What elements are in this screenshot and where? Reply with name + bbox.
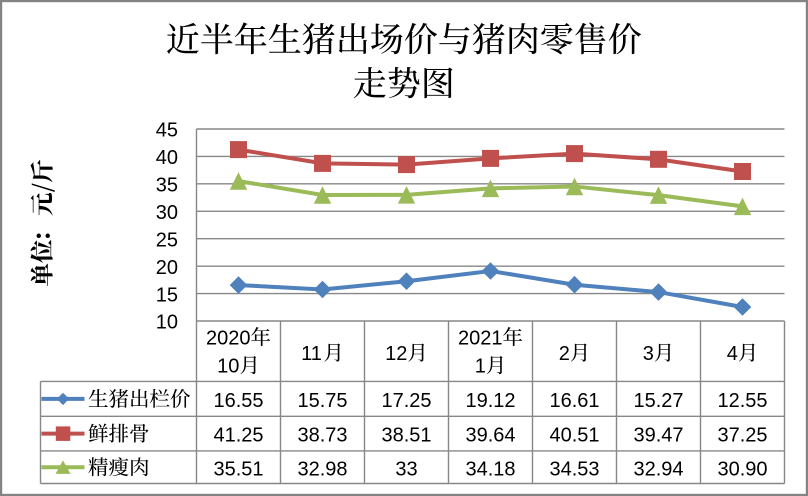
svg-text:2021: 2021 [458, 328, 503, 350]
svg-text:32.94: 32.94 [633, 458, 683, 480]
svg-text:12.55: 12.55 [717, 390, 767, 412]
svg-text:33: 33 [395, 458, 417, 480]
svg-text:30.90: 30.90 [717, 458, 767, 480]
svg-text:45: 45 [156, 120, 178, 142]
svg-text:12: 12 [385, 343, 407, 365]
svg-text:1: 1 [475, 356, 486, 378]
svg-text:30: 30 [156, 202, 178, 224]
svg-text:34.53: 34.53 [549, 458, 599, 480]
svg-text:10: 10 [217, 356, 239, 378]
svg-text:16.61: 16.61 [549, 390, 599, 412]
svg-text:19.12: 19.12 [465, 390, 515, 412]
svg-text:16.55: 16.55 [213, 390, 263, 412]
svg-text:41.25: 41.25 [213, 425, 263, 447]
svg-text:15.27: 15.27 [633, 390, 683, 412]
svg-text:15.75: 15.75 [297, 390, 347, 412]
svg-text:4: 4 [727, 343, 738, 365]
svg-text:2: 2 [559, 343, 570, 365]
svg-text:11: 11 [301, 343, 322, 365]
svg-text:25: 25 [156, 229, 178, 251]
svg-text:32.98: 32.98 [297, 458, 347, 480]
svg-text:37.25: 37.25 [717, 425, 767, 447]
svg-text:35.51: 35.51 [213, 458, 263, 480]
svg-text:20: 20 [156, 257, 178, 279]
svg-text:38.73: 38.73 [297, 425, 347, 447]
svg-text:3: 3 [643, 343, 654, 365]
svg-text:17.25: 17.25 [381, 390, 431, 412]
svg-text:34.18: 34.18 [465, 458, 515, 480]
svg-text:39.47: 39.47 [633, 425, 683, 447]
svg-text:38.51: 38.51 [381, 425, 431, 447]
svg-text:15: 15 [156, 284, 178, 306]
svg-text:10: 10 [156, 312, 178, 334]
svg-text:40: 40 [156, 147, 178, 169]
svg-text:40.51: 40.51 [549, 425, 599, 447]
svg-text:35: 35 [156, 175, 178, 197]
svg-text:39.64: 39.64 [465, 425, 515, 447]
svg-text:2020: 2020 [206, 328, 251, 350]
